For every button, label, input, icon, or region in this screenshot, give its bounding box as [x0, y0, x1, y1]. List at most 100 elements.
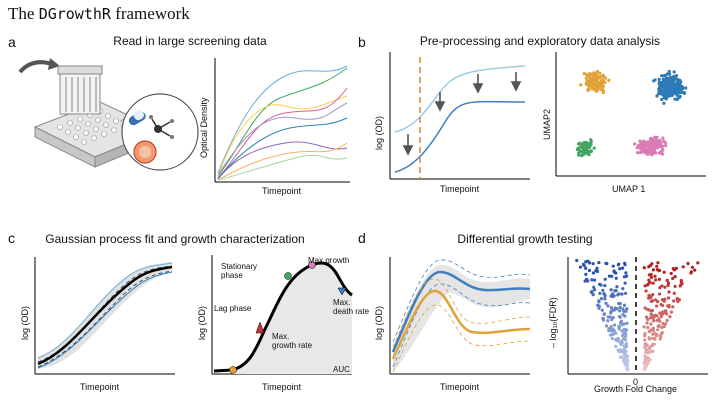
umap-point [667, 69, 671, 74]
panel-b-label: b [358, 34, 366, 50]
umap-point [585, 148, 589, 152]
volcano-point [654, 278, 658, 282]
panel-d-volcano-ylabel: – log₁₀(FDR) [548, 297, 558, 348]
volcano-point [665, 278, 669, 282]
volcano-point [660, 311, 664, 315]
volcano-point [651, 349, 655, 353]
umap-point [656, 140, 660, 144]
panel-b-xlabel: Timepoint [440, 184, 480, 194]
volcano-point [618, 309, 622, 313]
umap-point [633, 142, 637, 146]
volcano-point [618, 315, 622, 319]
volcano-point [617, 324, 621, 329]
volcano-point [589, 290, 593, 294]
volcano-point [660, 330, 664, 335]
umap-point [663, 86, 667, 91]
volcano-point [601, 288, 605, 292]
umap-point [589, 138, 593, 142]
umap-point [575, 147, 579, 151]
umap-point [652, 140, 656, 144]
volcano-point [653, 314, 657, 318]
volcano-point [621, 286, 625, 291]
panel-a-title: Read in large screening data [113, 34, 267, 48]
volcano-point [624, 274, 629, 278]
volcano-point [646, 358, 651, 362]
umap-point [654, 145, 658, 149]
volcano-point [587, 268, 592, 273]
volcano-point [643, 354, 647, 358]
umap-point [662, 74, 666, 78]
umap-point [579, 150, 583, 154]
volcano-point [606, 315, 610, 319]
umap-point [579, 83, 583, 87]
panel-d-volcano-zero: 0 [633, 377, 639, 387]
umap-point [584, 76, 588, 80]
volcano-point [653, 337, 657, 341]
umap-point [649, 141, 654, 146]
volcano-point [651, 268, 655, 272]
volcano-point [620, 266, 625, 270]
volcano-point [647, 293, 651, 298]
annot-lag: Lag phase [214, 304, 252, 313]
umap-point [657, 151, 662, 155]
volcano-point [587, 261, 592, 265]
umap-point [671, 77, 675, 82]
volcano-point [595, 266, 599, 270]
umap-point [601, 84, 605, 88]
volcano-point [622, 357, 626, 361]
volcano-point [651, 328, 655, 332]
volcano-point [664, 322, 668, 326]
volcano-point [604, 261, 608, 265]
volcano-point [651, 281, 655, 285]
volcano-point [655, 264, 659, 268]
umap-point [649, 144, 653, 148]
volcano-point [665, 312, 669, 316]
umap-point [661, 136, 665, 140]
volcano-point [613, 323, 617, 327]
volcano-point [647, 347, 651, 351]
volcano-point [602, 292, 606, 296]
volcano-point [597, 261, 601, 265]
volcano-point [595, 269, 600, 274]
volcano-point [676, 299, 680, 304]
umap-point [588, 149, 592, 154]
volcano-point [597, 299, 601, 303]
volcano-point [649, 275, 654, 279]
umap-point [588, 145, 592, 149]
umap-point [644, 151, 648, 155]
volcano-point [619, 348, 623, 352]
umap-point [650, 150, 654, 154]
umap-point [665, 90, 669, 94]
volcano-point [656, 324, 660, 328]
umap-point [663, 78, 667, 82]
volcano-point [649, 322, 653, 326]
preprocessing-plot [389, 52, 530, 180]
umap-point [667, 94, 671, 98]
volcano-point [669, 310, 674, 314]
umap-point [680, 87, 685, 91]
volcano-point [671, 305, 675, 309]
volcano-point [592, 288, 597, 292]
volcano-point [644, 289, 648, 293]
umap-point [593, 73, 597, 77]
umap-point [660, 147, 665, 152]
panel-c-xlabel: Timepoint [80, 382, 120, 392]
umap-point [582, 140, 586, 145]
umap-point [607, 78, 611, 82]
volcano-point [644, 342, 648, 346]
volcano-point [686, 261, 690, 266]
volcano-point [673, 274, 677, 279]
umap-point [678, 94, 682, 98]
panel-d-xlabel: Timepoint [440, 382, 480, 392]
umap-point [642, 142, 646, 146]
volcano-point [620, 339, 624, 343]
umap-point [680, 90, 684, 95]
volcano-point [602, 312, 606, 317]
volcano-point [649, 312, 653, 316]
volcano-point [625, 307, 629, 311]
volcano-point [606, 319, 610, 323]
umap-point [677, 91, 681, 95]
volcano-point [578, 265, 582, 269]
volcano-point [646, 317, 650, 322]
umap-point [660, 97, 664, 102]
